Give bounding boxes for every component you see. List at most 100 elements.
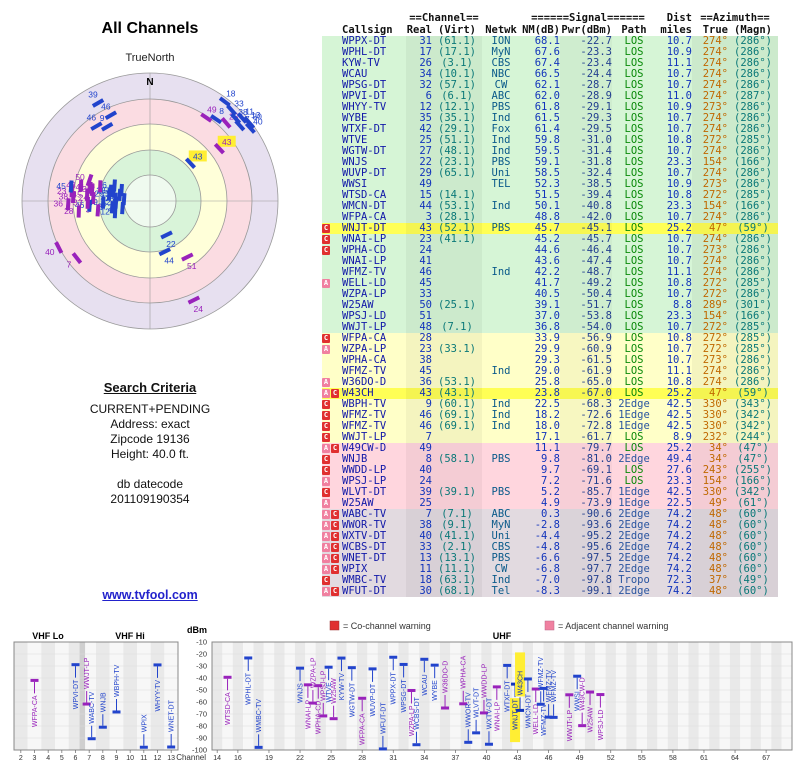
- svg-text:WFPA-CA: WFPA-CA: [360, 713, 367, 745]
- distance-cell: 11.1: [666, 266, 692, 278]
- noise-margin-cell: 67.6: [534, 46, 560, 58]
- adjacent-channel-flag: A: [322, 532, 330, 541]
- virtual-channel-cell: (25.1): [432, 300, 482, 311]
- path-cell: LOS: [624, 343, 644, 355]
- real-channel-cell: 39: [406, 487, 432, 498]
- real-channel-cell: 49: [406, 179, 432, 190]
- svg-text:29: 29: [95, 188, 105, 198]
- azimuth-true-cell: 48°: [692, 520, 728, 531]
- power-cell: -28.9: [560, 91, 612, 102]
- power-cell: -95.6: [560, 542, 612, 553]
- station-row: C WFMZ-TV 46 (69.1) Ind 18.0 -72.8 1Edge 42.5 330…: [322, 421, 778, 432]
- network-cell: Ind: [491, 574, 511, 586]
- distance-cell: 74.2: [666, 552, 692, 564]
- flags-column-header: [322, 24, 342, 36]
- svg-text:30: 30: [252, 112, 262, 122]
- azimuth-magn-cell: (60°): [728, 509, 778, 520]
- svg-text:38: 38: [59, 191, 69, 201]
- azimuth-magn-cell: (285°): [728, 135, 778, 146]
- noise-margin-cell: 40.5: [534, 288, 560, 300]
- distance-cell: 10.7: [666, 35, 692, 47]
- azimuth-true-cell: 48°: [692, 564, 728, 575]
- radar-station-marker: 46: [101, 102, 118, 120]
- co-channel-flag: C: [322, 246, 330, 255]
- svg-text:32: 32: [101, 197, 111, 207]
- azimuth-magn-cell: (285°): [728, 322, 778, 333]
- real-channel-cell: 8: [406, 454, 432, 465]
- real-channel-cell: 7: [406, 509, 432, 520]
- svg-text:24: 24: [193, 304, 203, 314]
- co-channel-flag: C: [322, 334, 330, 343]
- virtual-channel-cell: (35.1): [432, 113, 482, 124]
- station-row: C WFMZ-TV 46 (69.1) Ind 18.2 -72.6 1Edge 42.5 330…: [322, 410, 778, 421]
- station-row: KYW-TV 26 (3.1) CBS 67.4 -23.4 LOS 11.1 274° (286…: [322, 58, 778, 69]
- callsign-cell: WCBS-DT: [342, 541, 387, 553]
- real-channel-cell: 50: [406, 300, 432, 311]
- real-channel-cell: 25: [406, 135, 432, 146]
- path-cell: 1Edge: [618, 497, 650, 509]
- svg-text:40: 40: [45, 247, 55, 257]
- noise-margin-cell: 18.2: [534, 409, 560, 421]
- svg-text:WELL-LD: WELL-LD: [533, 704, 540, 734]
- path-cell: LOS: [624, 299, 644, 311]
- svg-text:WHYY-TV: WHYY-TV: [155, 680, 162, 712]
- station-row: C WNJB 8 (58.1) PBS 9.8 -81.0 2Edge 49.4 34° (47°): [322, 454, 778, 465]
- callsign-cell: WPSG-DT: [342, 79, 387, 91]
- chart-station-marker: WGTW-DT: [347, 666, 356, 717]
- callsign-cell: KYW-TV: [342, 57, 380, 69]
- azimuth-magn-cell: (59°): [728, 388, 778, 399]
- azimuth-magn-cell: (287°): [728, 91, 778, 102]
- network-cell: Ind: [491, 398, 511, 410]
- network-cell: ABC: [491, 90, 511, 102]
- noise-margin-cell: -8.3: [534, 585, 560, 597]
- azimuth-magn-cell: (285°): [728, 190, 778, 201]
- svg-text:WPVI-DT: WPVI-DT: [73, 679, 80, 709]
- distance-cell: 10.7: [666, 167, 692, 179]
- distance-cell: 27.6: [666, 464, 692, 476]
- svg-text:52: 52: [607, 755, 615, 762]
- virtual-channel-cell: (69.1): [432, 410, 482, 421]
- station-row: WTXF-DT 42 (29.1) Fox 61.4 -29.5 LOS 10.7 274° (2…: [322, 124, 778, 135]
- svg-text:-40: -40: [196, 674, 207, 683]
- svg-text:WFMZ-TV: WFMZ-TV: [551, 670, 558, 703]
- svg-text:55: 55: [638, 755, 646, 762]
- distance-cell: 10.7: [666, 244, 692, 256]
- power-cell: -24.4: [560, 69, 612, 80]
- svg-text:22: 22: [296, 755, 304, 762]
- virtual-channel-cell: (11.1): [432, 564, 482, 575]
- svg-text:67: 67: [762, 755, 770, 762]
- svg-text:-30: -30: [196, 662, 207, 671]
- warning-flags: C: [322, 465, 342, 476]
- svg-text:28: 28: [358, 755, 366, 762]
- path-cell: Tropo: [618, 574, 650, 586]
- chart-station-marker: WPHA-CA: [459, 655, 468, 706]
- virtual-channel-cell: [432, 476, 482, 487]
- svg-text:WUVP-DT: WUVP-DT: [370, 683, 377, 716]
- power-cell: -79.7: [560, 443, 612, 454]
- svg-text:64: 64: [731, 755, 739, 762]
- azimuth-true-cell: 272°: [692, 278, 728, 289]
- chart-station-marker: WNAI-LP: [303, 683, 312, 729]
- noise-margin-cell: 39.1: [534, 299, 560, 311]
- azimuth-true-cell: 34°: [692, 454, 728, 465]
- warning-flags: C: [322, 333, 342, 344]
- path-cell: 2Edge: [618, 563, 650, 575]
- callsign-cell: WPVI-DT: [342, 90, 387, 102]
- distance-cell: 10.7: [666, 211, 692, 223]
- power-cell: -53.8: [560, 311, 612, 322]
- warning-flags: A: [322, 498, 342, 509]
- real-channel-cell: 38: [406, 355, 432, 366]
- virtual-channel-cell: (28.1): [432, 212, 482, 223]
- search-criteria-heading: Search Criteria: [103, 380, 197, 395]
- svg-text:46: 46: [75, 200, 85, 210]
- distance-cell: 72.3: [666, 574, 692, 586]
- network-cell: [482, 322, 520, 333]
- station-row: WFMZ-TV 45 Ind 29.0 -61.9 LOS 11.1 274° (286°): [322, 366, 778, 377]
- svg-text:25: 25: [327, 755, 335, 762]
- tvfool-link[interactable]: www.tvfool.com: [102, 588, 198, 602]
- noise-margin-cell: 23.8: [534, 387, 560, 399]
- azimuth-true-cell: 274°: [692, 234, 728, 245]
- callsign-cell: WNJS: [342, 156, 368, 168]
